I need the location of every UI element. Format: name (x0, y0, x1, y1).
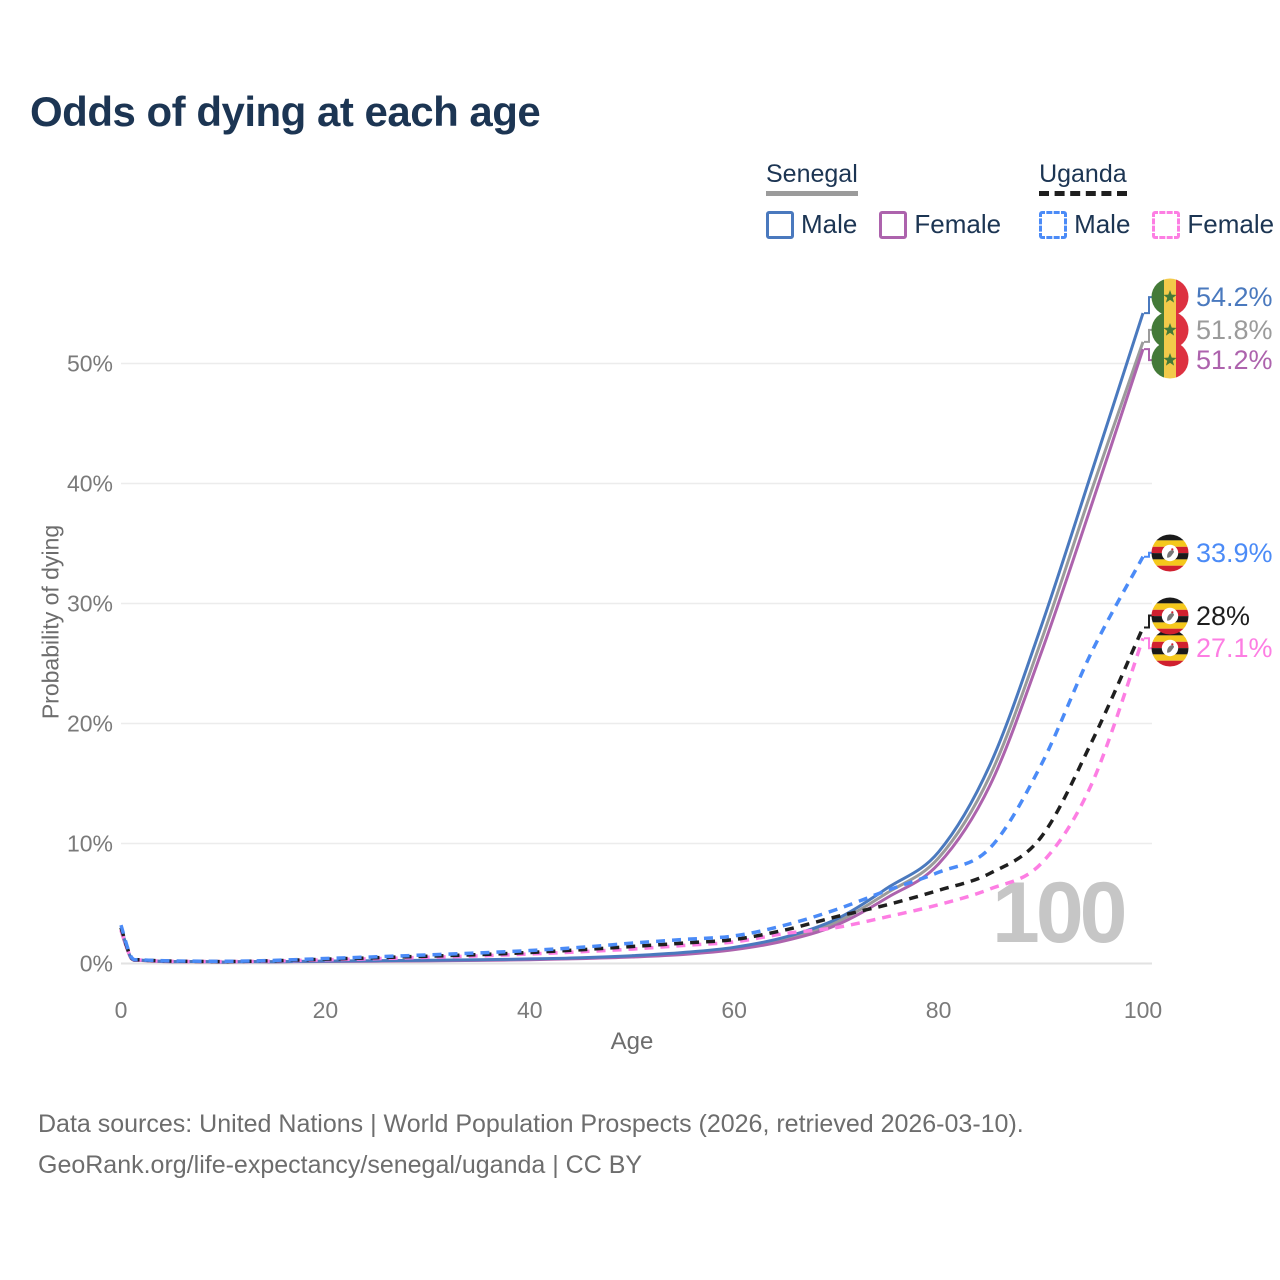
senegal-female-label: Female (914, 209, 1002, 239)
senegal-male-label: Male (801, 209, 858, 239)
label-connector-senegal-male (1144, 296, 1154, 315)
end-label-uganda-male: 33.9% (1151, 534, 1273, 572)
uganda-flag-icon (1151, 597, 1189, 635)
legend: Senegal Male Female Uganda (766, 160, 1274, 240)
label-connector-senegal-female (1144, 348, 1154, 362)
senegal-line-swatch (766, 191, 858, 196)
y-tick-50%: 50% (67, 351, 113, 377)
x-tick-40: 40 (517, 997, 543, 1023)
uganda-male-label: Male (1074, 209, 1131, 239)
legend-items-senegal: Male Female (766, 209, 1001, 240)
end-label-senegal-female: 51.2% (1151, 341, 1273, 379)
senegal-female-checkbox[interactable] (879, 210, 908, 239)
uganda-female-checkbox[interactable] (1152, 210, 1181, 239)
footer-source-line: Data sources: United Nations | World Pop… (38, 1110, 1024, 1138)
legend-country-uganda[interactable]: Uganda (1039, 160, 1127, 200)
legend-items-uganda: Male Female (1039, 209, 1274, 240)
footer-url-line: GeoRank.org/life-expectancy/senegal/ugan… (38, 1151, 643, 1179)
legend-item-senegal-female[interactable]: Female (879, 209, 1001, 240)
x-tick-60: 60 (721, 997, 747, 1023)
series-line-senegal (119, 341, 1145, 964)
page-title: Odds of dying at each age (30, 88, 541, 135)
end-label-value: 27.1% (1196, 632, 1273, 663)
x-tick-20: 20 (313, 997, 339, 1023)
senegal-flag-icon (1151, 278, 1189, 316)
series-line-uganda-female (119, 637, 1145, 964)
senegal-male-checkbox[interactable] (766, 210, 794, 239)
senegal-flag-icon (1151, 341, 1189, 379)
label-connector-uganda-female (1144, 637, 1154, 650)
y-tick-30%: 30% (67, 591, 113, 617)
uganda-line-swatch (1039, 191, 1127, 196)
uganda-male-checkbox[interactable] (1039, 210, 1068, 239)
senegal-flag-icon (1151, 311, 1189, 349)
y-tick-0%: 0% (80, 951, 113, 977)
age-watermark: 100 (992, 865, 1127, 961)
legend-item-senegal-male[interactable]: Male (766, 209, 857, 240)
series-line-uganda (119, 626, 1145, 964)
footer: Data sources: United Nations | World Pop… (38, 1104, 1024, 1186)
end-label-senegal: 51.8% (1151, 311, 1273, 349)
legend-country-senegal[interactable]: Senegal (766, 160, 858, 200)
label-connector-senegal (1144, 328, 1154, 343)
end-label-value: 33.9% (1196, 537, 1273, 568)
label-connector-uganda-male (1144, 551, 1154, 558)
y-tick-40%: 40% (67, 471, 113, 497)
series-line-senegal-female (119, 348, 1145, 964)
legend-group-senegal: Senegal Male Female (766, 160, 1001, 240)
x-tick-80: 80 (926, 997, 952, 1023)
y-tick-10%: 10% (67, 831, 113, 857)
x-tick-100: 100 (1124, 997, 1162, 1023)
uganda-flag-icon (1151, 534, 1189, 572)
uganda-flag-icon (1151, 597, 1189, 635)
legend-country-senegal-label: Senegal (766, 160, 858, 188)
uganda-flag-icon (1151, 534, 1189, 572)
end-label-uganda: 28% (1151, 597, 1250, 635)
y-tick-20%: 20% (67, 711, 113, 737)
end-label-senegal-male: 54.2% (1151, 278, 1273, 316)
label-connector-uganda (1144, 614, 1154, 629)
end-label-value: 51.2% (1196, 344, 1273, 375)
x-axis-title: Age (610, 1028, 654, 1055)
end-label-value: 54.2% (1196, 281, 1273, 312)
x-tick-0: 0 (115, 997, 128, 1023)
senegal-flag-icon (1151, 341, 1189, 379)
senegal-flag-icon (1151, 278, 1189, 316)
y-axis-title: Probability of dying (37, 524, 64, 720)
senegal-flag-icon (1151, 311, 1189, 349)
series-line-senegal-male (119, 312, 1145, 964)
end-label-value: 51.8% (1196, 314, 1273, 345)
legend-country-uganda-label: Uganda (1039, 160, 1127, 188)
legend-item-uganda-female[interactable]: Female (1152, 209, 1274, 240)
uganda-female-label: Female (1187, 209, 1275, 239)
series-line-uganda-male (119, 555, 1145, 964)
legend-item-uganda-male[interactable]: Male (1039, 209, 1130, 240)
end-label-value: 28% (1196, 600, 1251, 631)
line-chart: 0% 10% 20% 30% 40% 50% 0 20 40 60 80 100 (67, 296, 1162, 1023)
legend-group-uganda: Uganda Male Female (1039, 160, 1274, 240)
